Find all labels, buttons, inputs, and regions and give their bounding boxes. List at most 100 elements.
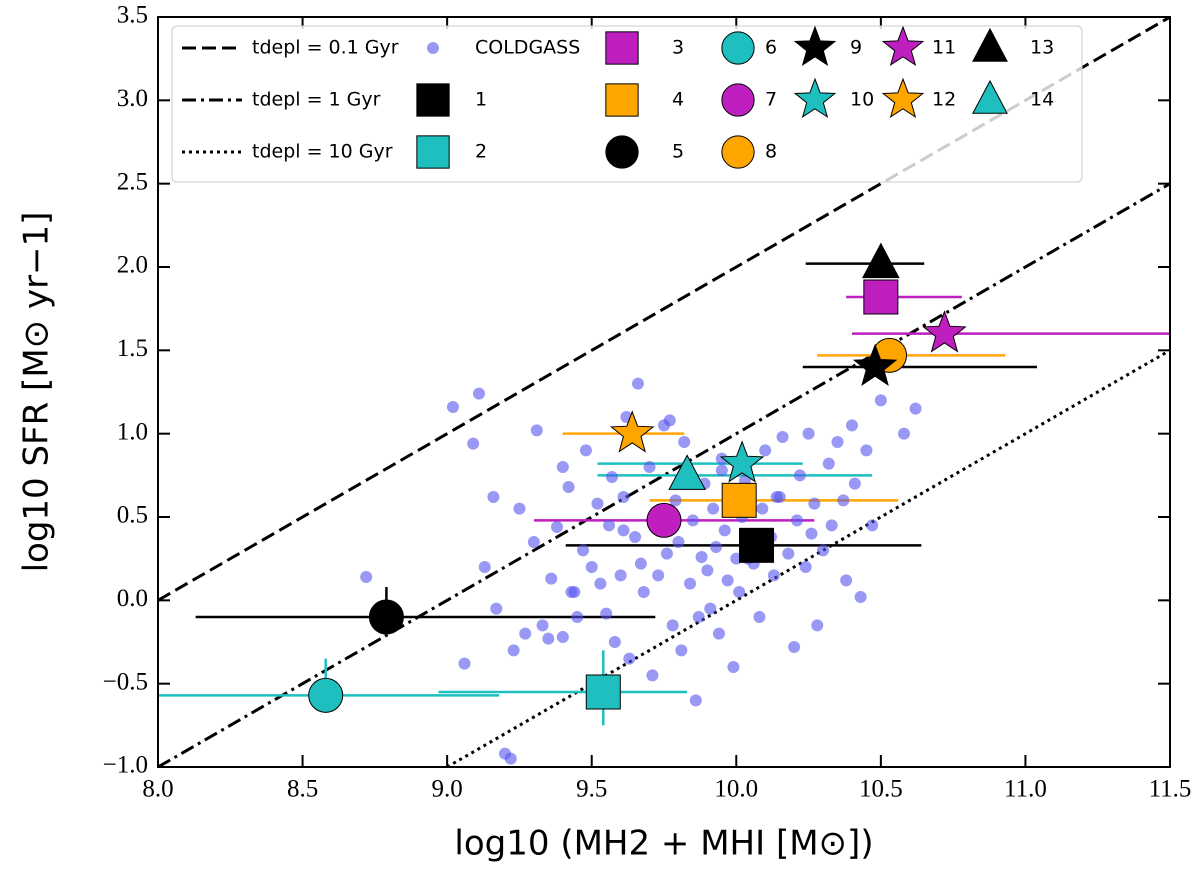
coldgass-point	[600, 607, 613, 620]
coldgass-point	[799, 561, 812, 573]
legend-label: 2	[475, 141, 487, 163]
coldgass-point	[678, 436, 691, 448]
y-tick-label: 0.5	[117, 502, 148, 529]
square-marker	[605, 31, 639, 65]
coldgass-point	[710, 541, 723, 553]
coldgass-point	[634, 557, 647, 570]
coldgass-point	[467, 437, 480, 450]
x-tick-label: 8.5	[287, 776, 318, 803]
coldgass-point	[617, 524, 630, 537]
coldgass-point	[594, 577, 607, 590]
y-tick-label: 3.0	[117, 85, 148, 112]
coldgass-point	[652, 569, 665, 582]
legend-label: 10	[850, 89, 874, 111]
coldgass-point	[663, 414, 676, 427]
y-tick-label: 3.5	[117, 2, 148, 29]
coldgass-point	[472, 387, 485, 400]
coldgass-point	[507, 644, 520, 657]
triangle-marker	[972, 79, 1008, 114]
circle-marker	[721, 31, 755, 65]
y-tick-label: −1.0	[103, 752, 148, 779]
coldgass-point	[854, 591, 867, 603]
star-marker	[793, 25, 837, 67]
coldgass-point	[840, 574, 853, 587]
coldgass-point	[791, 514, 804, 527]
coldgass-point	[591, 497, 604, 510]
circle-marker	[368, 599, 404, 635]
coldgass-point	[909, 402, 922, 415]
coldgass-point	[551, 521, 564, 533]
circle-marker	[605, 135, 639, 169]
x-tick-label: 9.5	[576, 776, 607, 803]
triangle-marker	[862, 242, 900, 279]
legend-label: 8	[765, 141, 777, 163]
coldgass-point	[623, 652, 636, 665]
coldgass-point	[669, 494, 682, 507]
coldgass-point	[536, 619, 549, 632]
coldgass-point	[660, 547, 673, 560]
square-marker	[721, 482, 757, 518]
coldgass-point	[831, 436, 844, 448]
legend-label: tdepl = 1 Gyr	[252, 89, 381, 111]
coldgass-point	[817, 544, 830, 557]
square-marker	[585, 674, 621, 710]
coldgass-point	[585, 561, 598, 573]
coldgass-point	[793, 469, 806, 482]
coldgass-point	[866, 519, 879, 532]
coldgass-point	[759, 444, 772, 457]
coldgass-point	[756, 502, 769, 515]
coldgass-point	[721, 574, 734, 587]
legend-label: 11	[932, 37, 956, 59]
coldgass-point	[704, 602, 717, 615]
circle-marker	[646, 502, 682, 538]
star-marker	[609, 410, 655, 453]
coldgass-point	[782, 547, 795, 560]
coldgass-point	[811, 619, 824, 632]
coldgass-point	[776, 431, 789, 443]
coldgass-point	[487, 491, 500, 503]
legend-label: 9	[850, 37, 862, 59]
coldgass-point	[727, 661, 740, 673]
coldgass-point	[490, 602, 503, 615]
legend-label: 14	[1030, 89, 1054, 111]
coldgass-point	[646, 669, 659, 682]
coldgass-point	[848, 477, 861, 490]
coldgass-point	[675, 644, 688, 657]
y-tick-label: 2.0	[117, 252, 148, 279]
coldgass-point	[686, 514, 699, 527]
star-marker	[881, 77, 925, 119]
coldgass-point	[458, 657, 471, 670]
coldgass-point	[822, 457, 835, 470]
plot-area	[158, 17, 1170, 767]
coldgass-point	[542, 632, 555, 645]
legend-label: 13	[1030, 37, 1054, 59]
coldgass-point	[692, 611, 705, 623]
coldgass-point	[504, 752, 517, 765]
coldgass-point	[695, 551, 708, 563]
x-tick-label: 11.5	[1149, 776, 1192, 803]
coldgass-point	[519, 627, 532, 640]
y-tick-label: 2.5	[117, 168, 148, 195]
circle-marker	[721, 135, 755, 169]
coldgass-point	[478, 561, 491, 573]
coldgass-point	[684, 577, 697, 590]
coldgass-point	[629, 531, 642, 543]
coldgass-point	[605, 471, 618, 483]
coldgass-point	[579, 444, 592, 457]
coldgass-point	[672, 536, 685, 548]
coldgass-point	[446, 401, 459, 413]
triangle-marker	[972, 27, 1008, 62]
coldgass-point	[631, 377, 644, 390]
coldgass-point	[617, 491, 630, 503]
legend-label: COLDGASS	[475, 37, 580, 59]
coldgass-point	[874, 394, 887, 407]
legend-label: 6	[765, 37, 777, 59]
coldgass-point	[571, 611, 584, 623]
x-tick-label: 10.5	[859, 776, 903, 803]
coldgass-point	[608, 636, 621, 648]
star-marker	[793, 77, 837, 119]
circle-marker	[308, 677, 344, 713]
square-marker	[416, 135, 450, 169]
coldgass-point	[788, 641, 801, 653]
legend-label: tdepl = 0.1 Gyr	[252, 37, 399, 59]
